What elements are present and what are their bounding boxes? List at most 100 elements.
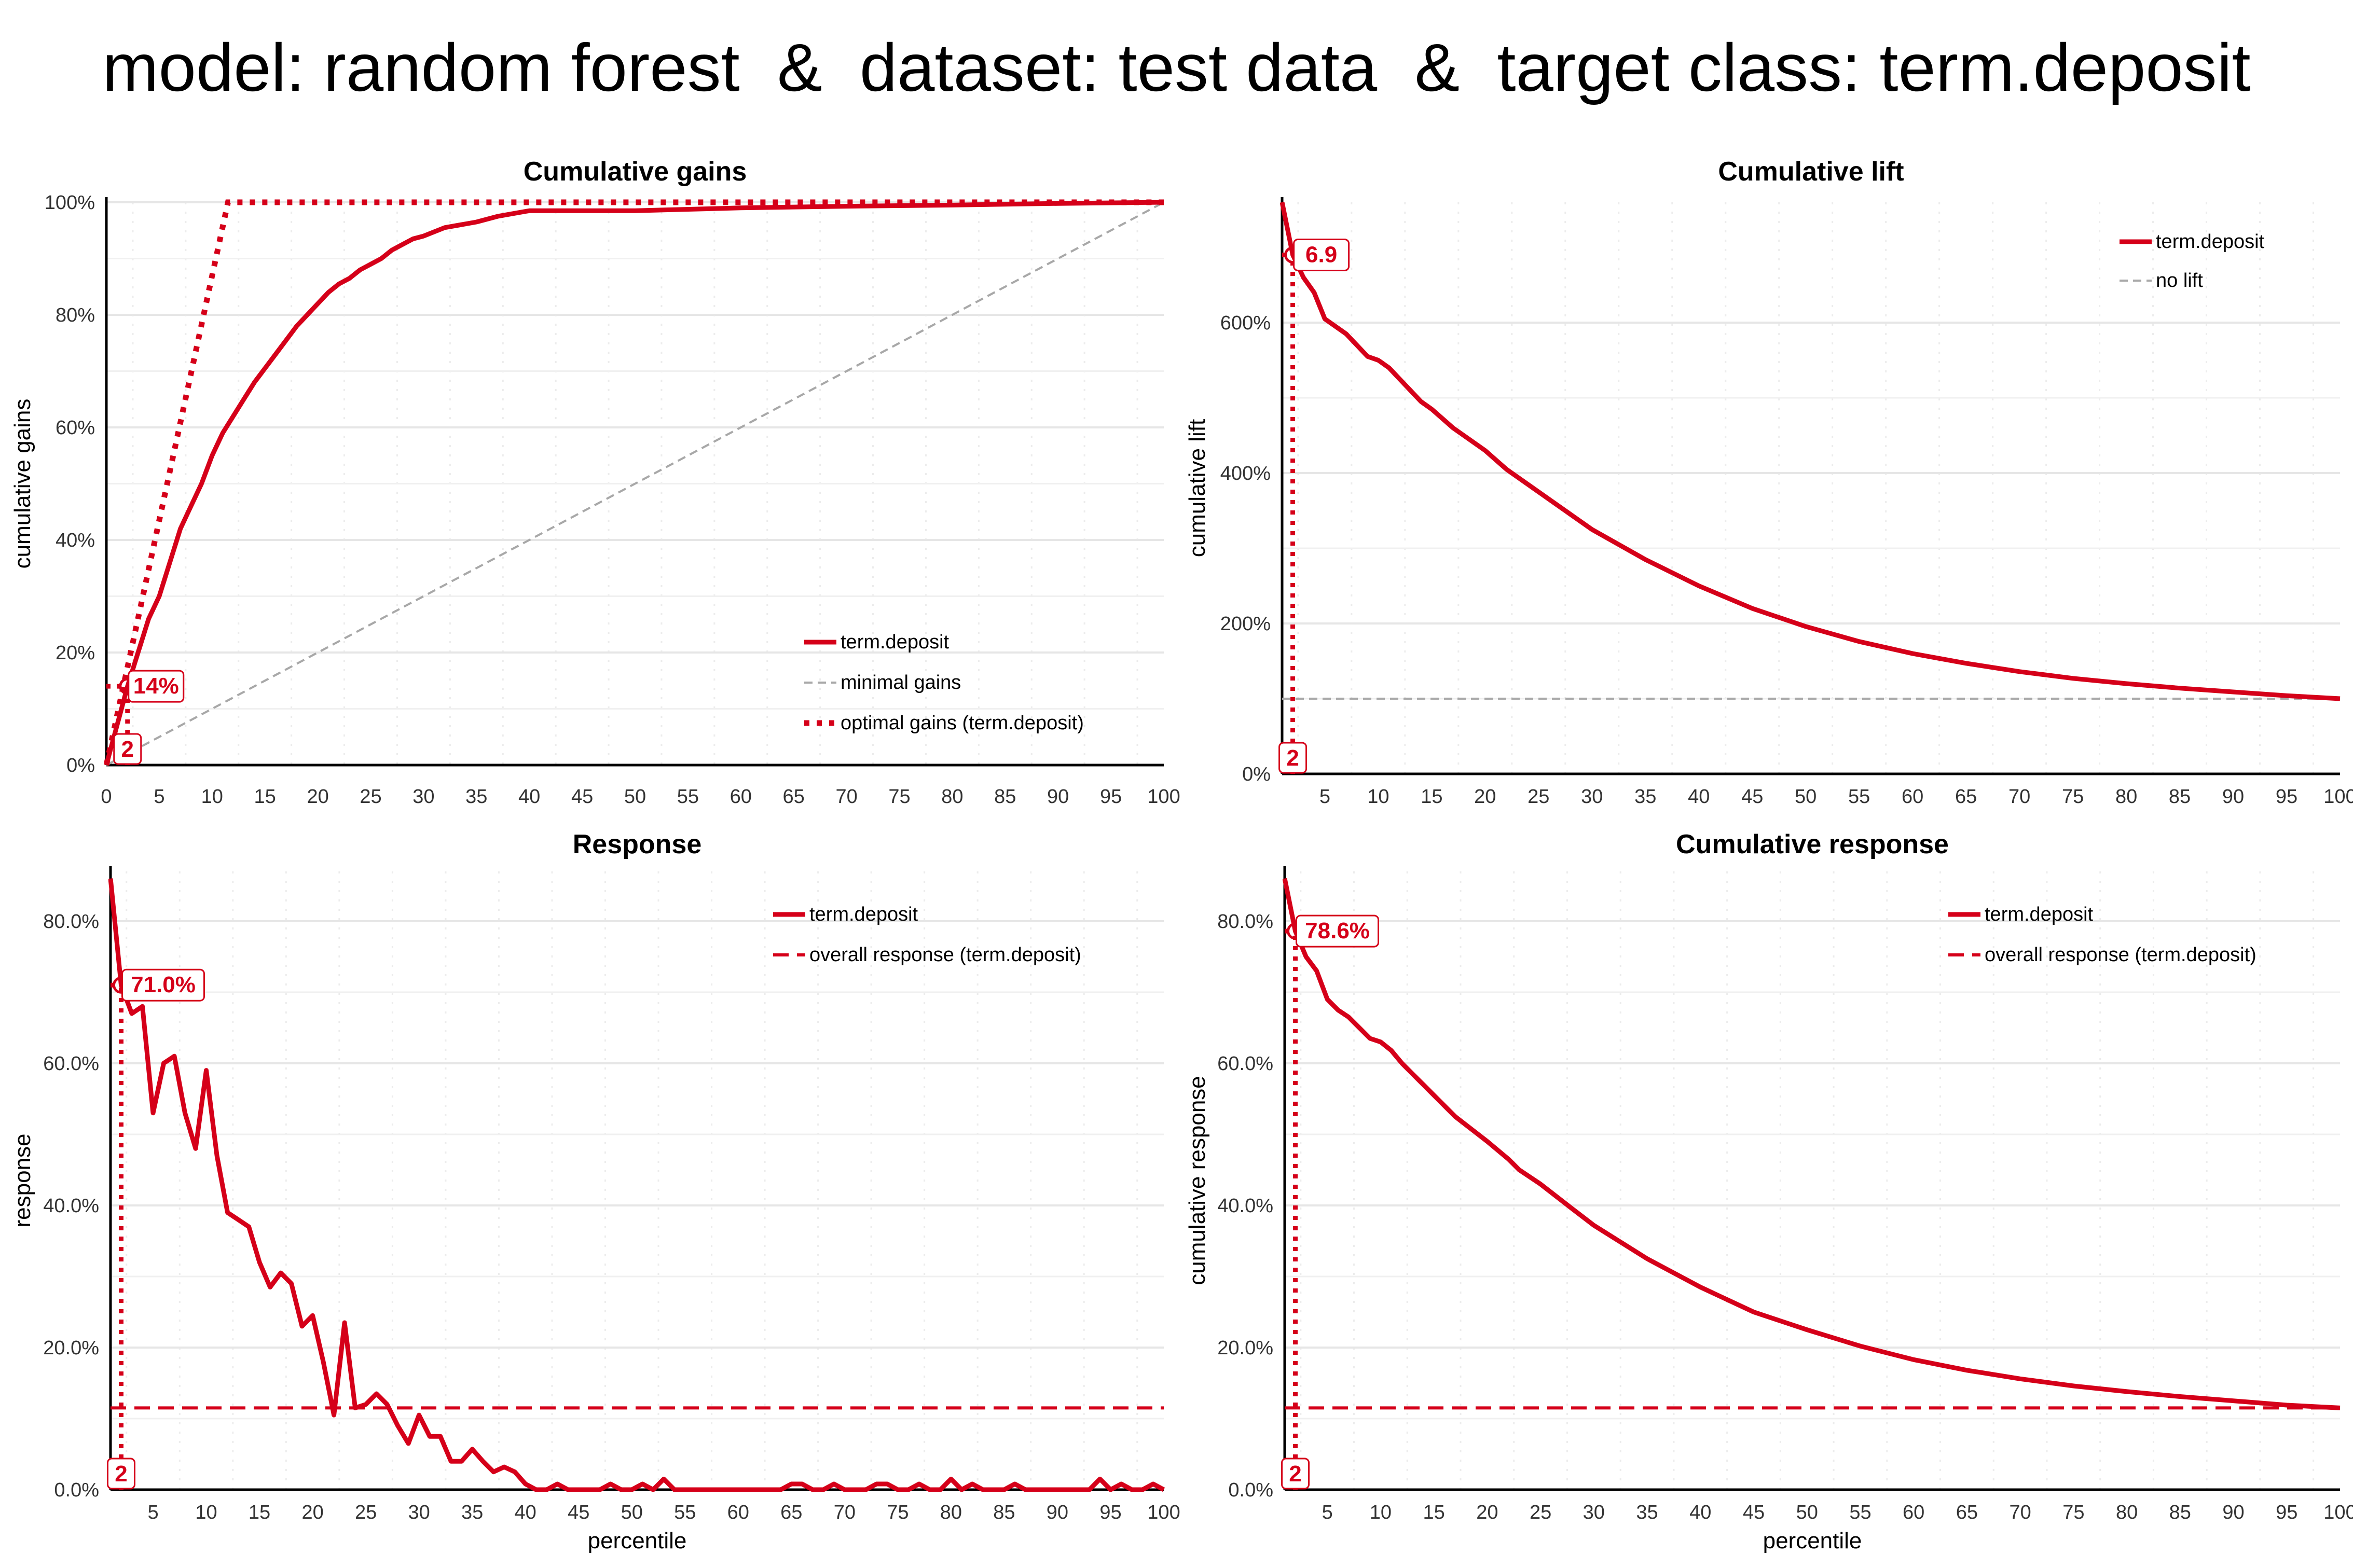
x-tick-label: 70 bbox=[834, 1502, 856, 1523]
annotation-x-box bbox=[1278, 742, 1308, 774]
x-tick-label: 50 bbox=[624, 786, 646, 808]
x-tick-label: 50 bbox=[621, 1502, 643, 1523]
y-tick-label: 40% bbox=[56, 530, 95, 551]
x-tick-label: 5 bbox=[147, 1502, 158, 1523]
x-tick-label: 100 bbox=[2323, 786, 2353, 808]
annotation-x-label: 2 bbox=[1286, 745, 1299, 771]
x-tick-label: 95 bbox=[1099, 1502, 1121, 1523]
y-tick-label: 80.0% bbox=[43, 911, 99, 933]
annotation-value-box bbox=[1296, 914, 1380, 948]
x-tick-label: 70 bbox=[835, 786, 857, 808]
x-tick-label: 80 bbox=[941, 786, 963, 808]
x-tick-label: 95 bbox=[2276, 1502, 2297, 1523]
y-tick-label: 20.0% bbox=[43, 1337, 99, 1359]
x-tick-label: 35 bbox=[461, 1502, 483, 1523]
x-tick-label: 65 bbox=[783, 786, 805, 808]
series-line-term-deposit bbox=[1280, 202, 2341, 701]
x-tick-label: 100 bbox=[1147, 1502, 1180, 1523]
x-tick-label: 35 bbox=[1634, 786, 1656, 808]
annotation-x-box bbox=[1281, 1458, 1310, 1490]
panel-1: Cumulative gains 0% 20% 40% 60% 80% 100% 0 5 10 15… bbox=[10, 157, 1180, 808]
x-tick-label: 70 bbox=[2008, 786, 2030, 808]
y-tick-label: 400% bbox=[1220, 463, 1271, 484]
x-tick-label: 5 bbox=[154, 786, 164, 808]
y-tick-label: 80% bbox=[56, 304, 95, 326]
x-tick-label: 45 bbox=[571, 786, 593, 808]
x-tick-label: 10 bbox=[201, 786, 223, 808]
x-tick-label: 80 bbox=[2115, 786, 2137, 808]
x-tick-label: 15 bbox=[249, 1502, 270, 1523]
x-tick-label: 40 bbox=[1688, 786, 1710, 808]
x-tick-label: 35 bbox=[465, 786, 487, 808]
x-tick-label: 45 bbox=[1741, 786, 1763, 808]
x-tick-label: 65 bbox=[780, 1502, 802, 1523]
annotation-value-label: 78.6% bbox=[1305, 918, 1370, 943]
annotation-value-label: 71.0% bbox=[131, 972, 196, 997]
x-tick-label: 85 bbox=[2169, 1502, 2191, 1523]
x-tick-label: 75 bbox=[2062, 1502, 2084, 1523]
y-axis-title: cumulative response bbox=[1185, 1076, 1210, 1285]
x-tick-label: 65 bbox=[1955, 786, 1977, 808]
x-tick-label: 10 bbox=[1367, 786, 1389, 808]
panel-3: Response 0.0% 20.0% 40.0% 60.0% 80.0% 5 10 15 20 2… bbox=[10, 829, 1180, 1553]
x-tick-label: 40 bbox=[518, 786, 540, 808]
y-tick-label: 40.0% bbox=[43, 1195, 99, 1217]
panel-2: Cumulative lift 0% 200% 400% 600% 5 10 15 20 25 30… bbox=[1185, 157, 2353, 808]
x-tick-label: 65 bbox=[1956, 1502, 1978, 1523]
annotation-value-box bbox=[128, 670, 185, 703]
x-tick-label: 90 bbox=[1047, 1502, 1068, 1523]
x-tick-label: 15 bbox=[1421, 786, 1442, 808]
x-tick-label: 20 bbox=[1474, 786, 1496, 808]
legend-label: optimal gains (term.deposit) bbox=[841, 712, 1084, 734]
x-tick-label: 25 bbox=[355, 1502, 377, 1523]
x-tick-label: 75 bbox=[887, 1502, 909, 1523]
y-tick-label: 60% bbox=[56, 417, 95, 439]
legend-label: term.deposit bbox=[841, 631, 950, 653]
x-tick-label: 90 bbox=[2222, 1502, 2244, 1523]
x-tick-label: 45 bbox=[568, 1502, 589, 1523]
series-line-minimal-gains bbox=[106, 201, 1164, 766]
annotation-value-box bbox=[1293, 239, 1350, 271]
y-axis-title: cumulative gains bbox=[10, 399, 35, 569]
x-tick-label: 80 bbox=[940, 1502, 962, 1523]
x-tick-label: 20 bbox=[301, 1502, 323, 1523]
y-tick-label: 20% bbox=[56, 642, 95, 664]
panel-title: Response bbox=[573, 829, 702, 859]
x-tick-label: 60 bbox=[1902, 786, 1923, 808]
annotation-value-box bbox=[121, 968, 205, 1002]
x-tick-label: 85 bbox=[994, 786, 1016, 808]
panel-4: Cumulative response 0.0% 20.0% 40.0% 60.0% 80… bbox=[1185, 829, 2353, 1553]
x-tick-label: 15 bbox=[254, 786, 276, 808]
x-tick-label: 20 bbox=[307, 786, 328, 808]
x-tick-label: 25 bbox=[360, 786, 381, 808]
x-tick-label: 30 bbox=[412, 786, 434, 808]
x-tick-label: 30 bbox=[408, 1502, 430, 1523]
annotation-x-box bbox=[107, 1458, 136, 1490]
x-tick-label: 25 bbox=[1530, 1502, 1551, 1523]
x-tick-label: 55 bbox=[677, 786, 699, 808]
y-tick-label: 20.0% bbox=[1217, 1337, 1273, 1359]
x-tick-label: 40 bbox=[515, 1502, 536, 1523]
legend-label: term.deposit bbox=[809, 904, 918, 925]
x-tick-label: 100 bbox=[2323, 1502, 2353, 1523]
x-tick-label: 60 bbox=[1903, 1502, 1924, 1523]
x-tick-label: 95 bbox=[2276, 786, 2297, 808]
y-tick-label: 0.0% bbox=[54, 1479, 99, 1501]
y-tick-label: 600% bbox=[1220, 312, 1271, 334]
panel-title: Cumulative lift bbox=[1718, 157, 1904, 187]
x-tick-label: 40 bbox=[1689, 1502, 1711, 1523]
x-axis-title: percentile bbox=[1763, 1528, 1862, 1553]
x-tick-label: 55 bbox=[674, 1502, 696, 1523]
x-tick-label: 45 bbox=[1743, 1502, 1765, 1523]
x-tick-label: 85 bbox=[2169, 786, 2191, 808]
annotation-x-box bbox=[113, 733, 142, 765]
annotation-x-label: 2 bbox=[121, 737, 134, 762]
y-tick-label: 200% bbox=[1220, 613, 1271, 635]
y-axis-title: cumulative lift bbox=[1185, 419, 1210, 558]
x-tick-label: 20 bbox=[1476, 1502, 1498, 1523]
legend-label: overall response (term.deposit) bbox=[1985, 944, 2256, 966]
x-tick-label: 55 bbox=[1849, 1502, 1871, 1523]
x-tick-label: 5 bbox=[1319, 786, 1330, 808]
y-tick-label: 40.0% bbox=[1217, 1195, 1273, 1217]
legend-label: overall response (term.deposit) bbox=[809, 944, 1081, 966]
